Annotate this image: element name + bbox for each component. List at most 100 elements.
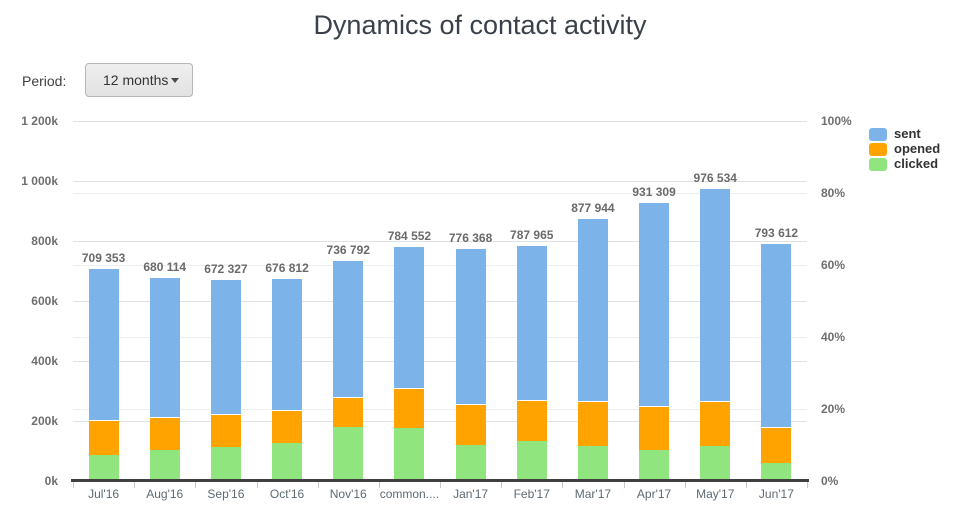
bar-segment-clicked[interactable] (149, 449, 180, 481)
x-axis-tick (562, 482, 564, 488)
bar-segment-sent[interactable] (639, 201, 670, 407)
bar-segment-sent[interactable] (333, 259, 364, 398)
legend-item-sent[interactable]: sent (869, 127, 940, 141)
bar-segment-opened[interactable] (761, 426, 792, 463)
bar-value-label: 709 353 (81, 251, 126, 266)
bar-segment-opened[interactable] (272, 409, 303, 444)
bar-segment-clicked[interactable] (394, 428, 425, 481)
bar-segment-sent[interactable] (700, 188, 731, 401)
bar-segment-opened[interactable] (516, 399, 547, 441)
x-axis-labels: Jul'16 Aug'16 Sep'16 Oct'16 Nov'16 common....… (73, 487, 807, 503)
bar-segment-sent[interactable] (577, 217, 608, 402)
page-title: Dynamics of contact activity (313, 10, 647, 40)
right-axis-tick-label: 80% (821, 186, 846, 200)
x-axis-category-label: May'17 (696, 487, 735, 501)
bar-segment-sent[interactable] (149, 276, 180, 417)
chevron-down-icon (171, 77, 179, 83)
x-axis-tick (378, 482, 380, 488)
x-axis-tick (317, 482, 319, 488)
bar-segment-clicked[interactable] (516, 440, 547, 481)
gridline-percent-axis (73, 409, 807, 410)
bar-segment-sent[interactable] (210, 279, 241, 415)
left-axis-tick-label: 400k (31, 354, 58, 368)
bar-segment-clicked[interactable] (639, 450, 670, 481)
bar-value-label: 877 944 (571, 200, 615, 215)
left-axis-tick-label: 1 200k (21, 114, 58, 128)
left-axis-tick-label: 800k (31, 234, 58, 248)
bar-value-label: 793 612 (754, 225, 799, 240)
bar-group-oct16: 676 812 (257, 121, 318, 481)
legend-label: opened (894, 141, 941, 156)
bar-group-feb17: 787 965 (501, 121, 562, 481)
bar-segment-sent[interactable] (761, 242, 792, 427)
bar-value-label: 784 552 (387, 228, 432, 243)
bar-segment-opened[interactable] (700, 400, 731, 447)
gridline-percent-axis (73, 337, 807, 338)
bar-segment-sent[interactable] (516, 244, 547, 400)
period-label: Period: (22, 73, 67, 89)
x-axis-category-label: Mar'17 (574, 487, 612, 501)
gridline-percent-axis (73, 265, 807, 266)
bar-segment-opened[interactable] (88, 420, 119, 455)
bar-group-aug16: 680 114 (134, 121, 195, 481)
legend-item-clicked[interactable]: clicked (869, 157, 940, 171)
gridline-value-axis (73, 121, 807, 122)
legend-label: clicked (894, 156, 939, 171)
bar-segment-clicked[interactable] (761, 463, 792, 481)
bar-segment-sent[interactable] (272, 277, 303, 410)
bar-segment-sent[interactable] (394, 245, 425, 388)
bar-group-apr17: 931 309 (624, 121, 685, 481)
legend-label: sent (894, 126, 921, 141)
legend-swatch-opened (869, 142, 887, 156)
bar-segment-clicked[interactable] (88, 454, 119, 481)
chart-legend: sent opened clicked (869, 127, 940, 172)
bar-group-mar17: 877 944 (562, 121, 623, 481)
bar-segment-opened[interactable] (455, 404, 486, 445)
right-axis-tick-label: 20% (821, 402, 846, 416)
x-axis-tick (440, 482, 441, 488)
right-axis-tick-label: 40% (821, 330, 846, 344)
bar-group-may17: 976 534 (685, 121, 746, 481)
plot-area: 709 353 680 114 672 327 676 812 736 792 784 5… (71, 121, 809, 488)
x-axis-category-label: Jun'17 (758, 487, 794, 501)
bar-group-jul16: 709 353 (73, 121, 134, 481)
bar-value-label: 931 309 (632, 184, 676, 199)
legend-item-opened[interactable]: opened (869, 142, 940, 156)
bar-segment-opened[interactable] (577, 401, 608, 446)
bar-segment-clicked[interactable] (455, 445, 486, 481)
bar-segment-clicked[interactable] (577, 445, 608, 481)
bar-segment-clicked[interactable] (700, 446, 731, 481)
x-axis-tick (807, 482, 808, 488)
bar-segment-clicked[interactable] (272, 443, 303, 481)
bar-group-jun17: 793 612 (746, 121, 807, 481)
x-axis-tick (745, 482, 747, 488)
bar-segment-opened[interactable] (210, 414, 241, 448)
right-axis-tick-label: 60% (821, 258, 846, 272)
bar-segment-clicked[interactable] (333, 427, 364, 481)
bar-segment-sent[interactable] (88, 268, 119, 421)
bar-segment-opened[interactable] (149, 416, 180, 450)
bar-value-label: 736 792 (326, 242, 370, 257)
bar-segment-opened[interactable] (394, 388, 425, 429)
bar-group-jan17: 776 368 (440, 121, 501, 481)
bar-value-label: 776 368 (448, 231, 493, 246)
bar-segment-opened[interactable] (639, 406, 670, 451)
period-select[interactable]: 12 months (85, 63, 193, 97)
bar-segment-opened[interactable] (333, 397, 364, 428)
bar-value-label: 676 812 (265, 260, 309, 275)
x-axis-tick (134, 482, 136, 488)
x-axis-category-label: Sep'16 (207, 487, 245, 501)
x-axis-line (71, 479, 809, 482)
right-axis-tick-label: 0% (821, 474, 839, 488)
bar-segment-sent[interactable] (455, 248, 486, 405)
bar-group-common: 784 552 (379, 121, 440, 481)
x-axis-category-label: Nov'16 (329, 487, 367, 501)
x-axis-category-label: Aug'16 (146, 487, 184, 501)
x-axis-tick (195, 482, 197, 488)
x-axis-category-label: Jan'17 (453, 487, 489, 501)
x-axis-tick (256, 482, 258, 488)
legend-swatch-sent (869, 127, 887, 141)
bar-value-label: 680 114 (143, 259, 187, 274)
bar-segment-clicked[interactable] (210, 447, 241, 481)
